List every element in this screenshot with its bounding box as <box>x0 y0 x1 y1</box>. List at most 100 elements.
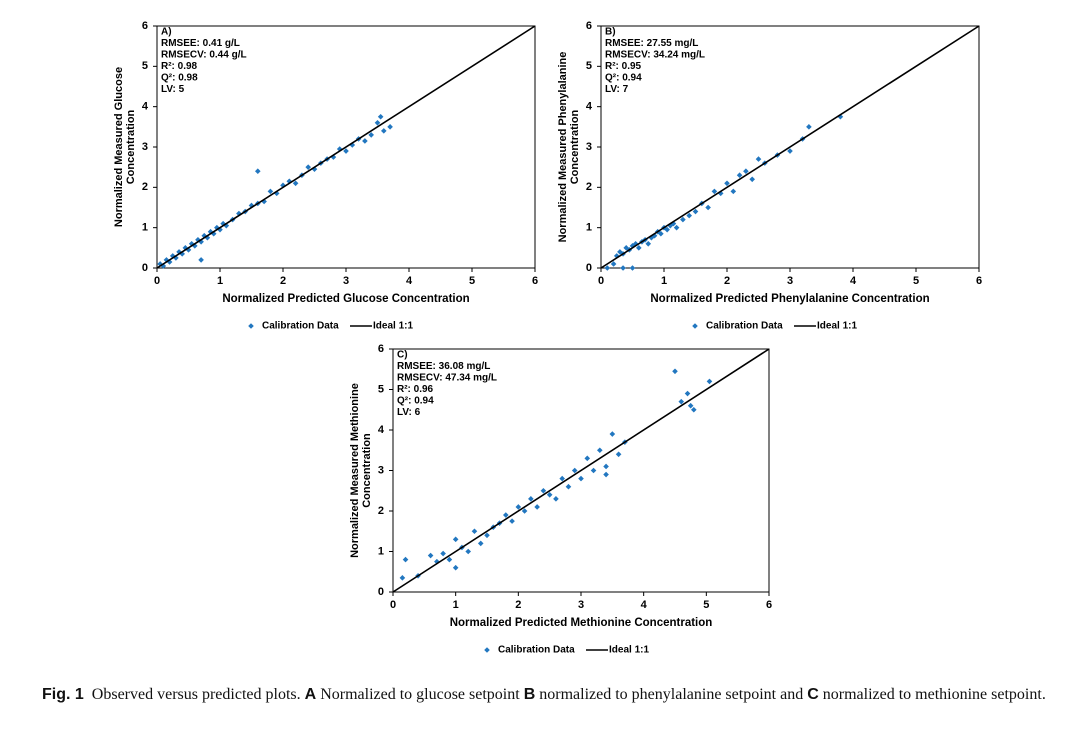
annotation: R²: 0.95 <box>605 61 642 72</box>
data-point <box>515 504 522 510</box>
x-tick-label: 5 <box>469 275 475 287</box>
data-point <box>705 204 711 211</box>
y-tick-label: 4 <box>142 101 149 113</box>
x-tick-label: 3 <box>343 275 349 287</box>
y-tick-label: 2 <box>378 505 384 517</box>
x-axis-label: Normalized Predicted Methionine Concentr… <box>450 617 713 629</box>
data-point <box>692 208 699 215</box>
x-tick-label: 0 <box>598 275 604 287</box>
data-point <box>604 265 611 271</box>
data-point <box>182 245 189 251</box>
data-point <box>578 475 584 482</box>
data-point <box>261 198 267 205</box>
y-axis-label: Normalized Measured Glucose <box>113 67 125 227</box>
figure: 0 1 2 3 4 5 6 0 1 2 3 4 5 6 Normalized Predicted Gluco… <box>113 20 982 656</box>
y-axis-label: Concentration <box>569 109 581 184</box>
annotation: R²: 0.98 <box>161 61 198 72</box>
legend-marker <box>248 323 254 329</box>
x-tick-label: 2 <box>724 275 730 287</box>
data-point <box>503 512 509 518</box>
legend-marker <box>484 647 490 653</box>
y-tick-label: 4 <box>378 424 385 436</box>
annotation: Q²: 0.94 <box>397 396 434 407</box>
data-point <box>280 182 286 189</box>
data-point <box>387 124 393 130</box>
data-point <box>399 575 406 581</box>
y-tick-label: 3 <box>586 141 592 153</box>
data-point <box>787 148 793 154</box>
y-axis-label: Concentration <box>125 109 137 184</box>
caption-text: Observed versus predicted plots. <box>91 686 305 703</box>
data-point <box>749 176 755 183</box>
x-tick-label: 1 <box>217 275 223 287</box>
data-point <box>166 259 173 265</box>
data-point <box>471 528 478 535</box>
x-tick-label: 3 <box>578 599 584 611</box>
x-tick-label: 0 <box>390 599 396 611</box>
x-tick-label: 4 <box>406 275 413 287</box>
x-tick-label: 2 <box>515 599 521 611</box>
annotation: LV: 5 <box>161 84 185 95</box>
y-tick-label: 5 <box>142 60 148 72</box>
x-tick-label: 5 <box>703 599 709 611</box>
caption: Fig. 1 Observed versus predicted plots. … <box>42 684 1052 705</box>
legend-label: Calibration Data <box>498 645 575 656</box>
data-point <box>198 238 204 245</box>
data-point <box>645 241 652 247</box>
data-point <box>440 550 446 557</box>
y-tick-label: 0 <box>378 586 384 598</box>
annotation: RMSECV: 34.24 mg/L <box>605 50 705 61</box>
y-tick-label: 3 <box>378 464 384 476</box>
data-point <box>584 455 591 462</box>
data-point <box>402 556 409 563</box>
data-point <box>559 475 565 482</box>
y-axis-label: Normalized Measured Phenylalanine <box>557 52 569 243</box>
y-tick-label: 2 <box>586 181 592 193</box>
data-point <box>610 261 617 267</box>
data-point <box>755 156 762 162</box>
y-tick-label: 5 <box>378 383 384 395</box>
data-point <box>286 178 293 185</box>
data-point <box>267 188 274 195</box>
annotation: LV: 6 <box>397 407 421 418</box>
data-point <box>368 132 374 138</box>
y-tick-label: 5 <box>586 60 592 72</box>
data-point <box>311 166 318 172</box>
data-point <box>273 190 280 197</box>
data-point <box>553 496 559 502</box>
data-point <box>706 378 713 385</box>
data-point <box>521 508 528 514</box>
x-tick-label: 3 <box>787 275 793 287</box>
ideal-line <box>392 348 770 593</box>
y-tick-label: 6 <box>586 20 592 32</box>
legend-label: Ideal 1:1 <box>817 321 857 332</box>
y-tick-label: 6 <box>142 20 148 32</box>
data-point <box>305 164 311 170</box>
annotation: R²: 0.96 <box>397 384 434 395</box>
data-point <box>571 467 578 474</box>
data-point <box>620 265 626 271</box>
data-point <box>509 518 515 524</box>
x-tick-label: 1 <box>661 275 667 287</box>
annotation: RMSECV: 47.34 mg/L <box>397 373 497 384</box>
annotation: Q²: 0.94 <box>605 73 642 84</box>
y-axis-label: Concentration <box>361 433 373 508</box>
data-point <box>590 467 597 474</box>
data-point <box>711 188 718 195</box>
data-point <box>343 148 349 154</box>
data-point <box>452 536 459 543</box>
y-tick-label: 2 <box>142 181 148 193</box>
data-point <box>658 230 664 237</box>
x-tick-label: 5 <box>913 275 919 287</box>
data-point <box>736 172 743 179</box>
annotation: B) <box>605 27 616 38</box>
data-point <box>223 222 230 229</box>
data-point <box>629 243 636 249</box>
annotation: RMSEE: 27.55 mg/L <box>605 38 698 49</box>
x-tick-label: 2 <box>280 275 286 287</box>
x-tick-label: 6 <box>766 599 772 611</box>
legend-label: Ideal 1:1 <box>373 321 413 332</box>
data-point <box>603 463 609 470</box>
annotation: RMSEE: 0.41 g/L <box>161 38 240 49</box>
data-point <box>603 471 609 478</box>
